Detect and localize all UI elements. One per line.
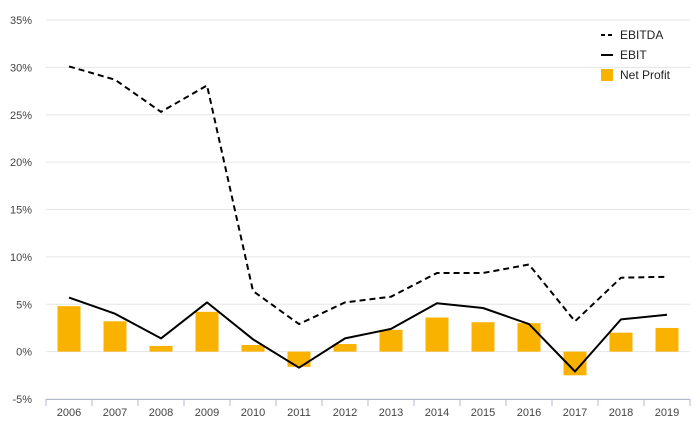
- x-tick-label: 2018: [609, 407, 633, 419]
- net-profit-bar: [195, 311, 219, 352]
- legend-label: EBIT: [620, 48, 647, 62]
- legend: EBITDA EBIT Net Profit: [601, 28, 671, 82]
- x-tick-label: 2016: [517, 407, 541, 419]
- net-profit-bar: [149, 345, 173, 352]
- net-profit-bar: [103, 321, 127, 352]
- net-profit-bar: [563, 351, 587, 376]
- net-profit-bar: [333, 344, 357, 352]
- y-tick-label: -5%: [12, 394, 32, 406]
- y-tick-label: 0%: [16, 347, 32, 359]
- y-tick-label: 35%: [10, 15, 32, 27]
- net-profit-bar: [517, 323, 541, 352]
- y-axis: -5% 0% 5% 10% 15% 20% 25% 30% 35%: [10, 15, 32, 406]
- ebitda-line: [68, 65, 668, 326]
- y-tick-label: 30%: [10, 62, 32, 74]
- y-tick-label: 5%: [16, 299, 32, 311]
- x-tick-label: 2010: [241, 407, 265, 419]
- x-tick-label: 2007: [103, 407, 127, 419]
- x-tick-label: 2015: [471, 407, 495, 419]
- net-profit-bar: [471, 322, 495, 352]
- legend-swatch-bar: [601, 69, 613, 81]
- legend-label: EBITDA: [620, 28, 663, 42]
- x-tick-label: 2009: [195, 407, 219, 419]
- net-profit-bar: [609, 332, 633, 352]
- net-profit-bar: [425, 317, 449, 352]
- grid-lines: [46, 19, 690, 400]
- x-tick-label: 2006: [57, 407, 81, 419]
- legend-label: Net Profit: [620, 68, 671, 82]
- x-tick-label: 2014: [425, 407, 449, 419]
- net-profit-bar: [655, 327, 679, 352]
- net-profit-bar: [287, 351, 311, 367]
- net-profit-bars: [57, 306, 679, 376]
- x-tick-label: 2017: [563, 407, 587, 419]
- y-tick-label: 15%: [10, 205, 32, 217]
- net-profit-bar: [379, 329, 403, 352]
- net-profit-bar: [241, 344, 265, 352]
- x-tick-label: 2008: [149, 407, 173, 419]
- x-tick-label: 2012: [333, 407, 357, 419]
- y-tick-label: 20%: [10, 157, 32, 169]
- x-tick-label: 2019: [655, 407, 679, 419]
- x-tick-label: 2011: [287, 407, 311, 419]
- x-tick-label: 2013: [379, 407, 403, 419]
- net-profit-bar: [57, 306, 81, 352]
- x-axis: 2006 2007 2008 2009 2010 2011 2012 2013 2014 2015…: [45, 399, 691, 419]
- y-tick-label: 10%: [10, 252, 32, 264]
- y-tick-label: 25%: [10, 110, 32, 122]
- ebit-line: [68, 296, 668, 373]
- series-lines: [68, 65, 668, 373]
